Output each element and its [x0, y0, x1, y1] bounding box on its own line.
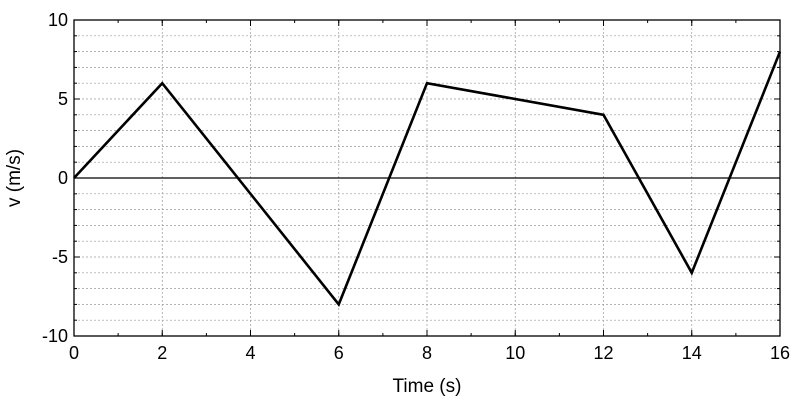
- x-tick-label: 16: [770, 343, 790, 363]
- x-axis-label: Time (s): [393, 376, 462, 397]
- y-tick-label: 0: [58, 168, 68, 188]
- y-tick-label: -10: [42, 326, 68, 346]
- plot-frame: [73, 19, 781, 337]
- y-tick-label: -5: [52, 247, 68, 267]
- x-tick-label: 2: [157, 343, 167, 363]
- x-tick-label: 8: [422, 343, 432, 363]
- x-tick-label: 0: [69, 343, 79, 363]
- x-tick-label: 10: [505, 343, 525, 363]
- tick-labels: 0 2 4 6 8 10 12 14 16 -10 -5 0 5 10: [42, 10, 790, 363]
- x-tick-label: 12: [593, 343, 613, 363]
- y-tick-label: 5: [58, 89, 68, 109]
- x-tick-label: 4: [245, 343, 255, 363]
- x-tick-label: 6: [334, 343, 344, 363]
- y-axis-label: v (m/s): [4, 149, 25, 207]
- x-tick-label: 14: [682, 343, 702, 363]
- y-tick-label: 10: [48, 10, 68, 30]
